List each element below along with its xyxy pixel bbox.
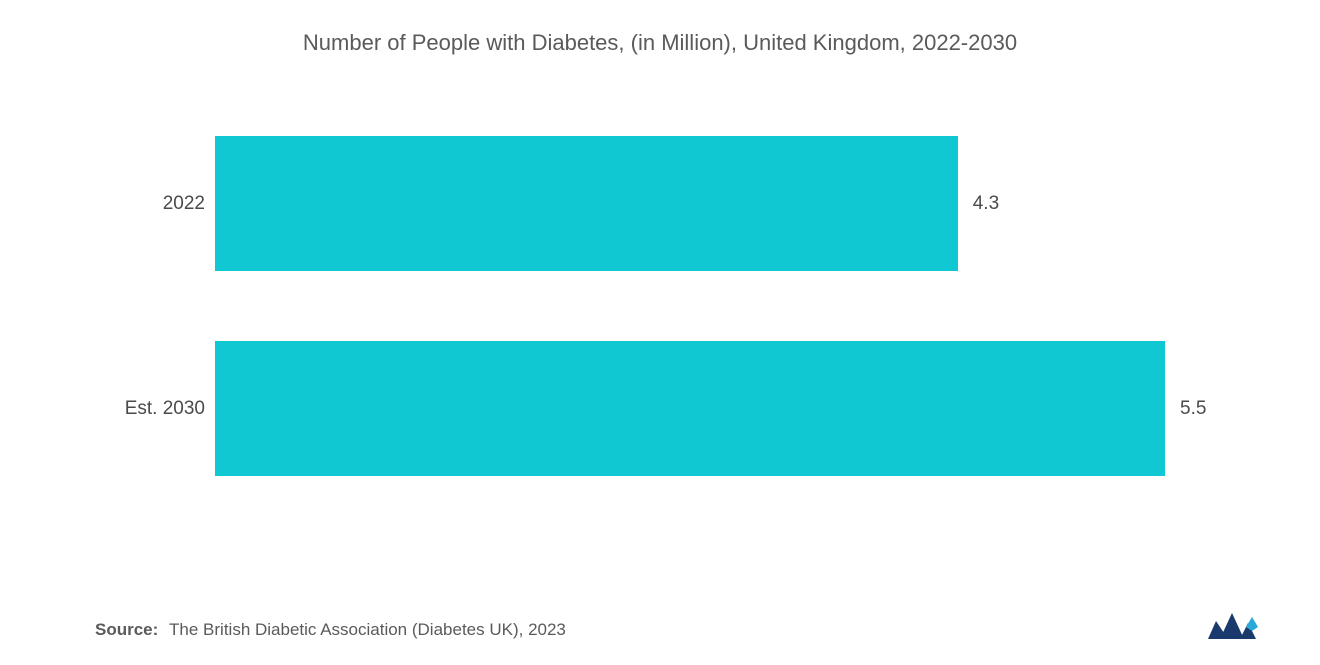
source-text: The British Diabetic Association (Diabet… [169, 620, 566, 639]
bar-value-1: 5.5 [1180, 398, 1206, 420]
bar-wrapper: 4.3 [215, 136, 1165, 271]
source-label: Source: [95, 620, 158, 639]
bar-label-1: Est. 2030 [95, 398, 205, 420]
mordor-logo-icon [1206, 609, 1260, 643]
bar-label-0: 2022 [95, 193, 205, 215]
bar-0: 4.3 [215, 136, 958, 271]
bar-1: 5.5 [215, 341, 1165, 476]
source-line: Source: The British Diabetic Association… [95, 620, 566, 640]
chart-title: Number of People with Diabetes, (in Mill… [95, 30, 1225, 56]
bar-value-0: 4.3 [973, 193, 999, 215]
bar-row: Est. 2030 5.5 [215, 341, 1165, 476]
bar-row: 2022 4.3 [215, 136, 1165, 271]
bars-area: 2022 4.3 Est. 2030 5.5 [215, 136, 1165, 476]
chart-container: Number of People with Diabetes, (in Mill… [0, 0, 1320, 665]
bar-wrapper: 5.5 [215, 341, 1165, 476]
